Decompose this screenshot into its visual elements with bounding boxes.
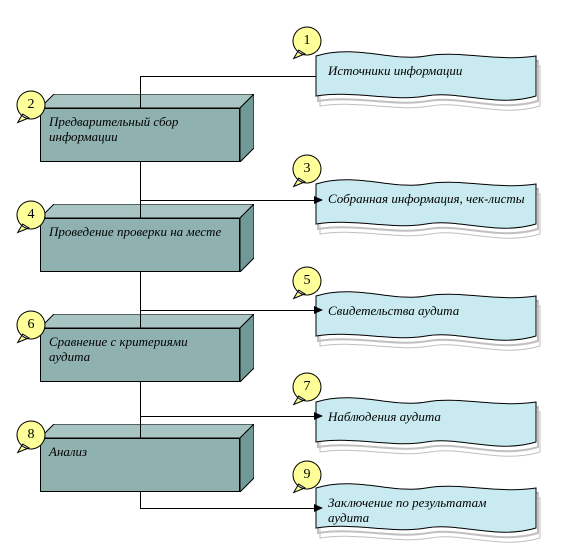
badge-3: 3 (290, 154, 324, 192)
box-front: Проведение проверки на месте (40, 218, 240, 272)
box-analyze: Анализ (40, 438, 254, 506)
badge-2: 2 (14, 90, 48, 128)
connector-h (140, 416, 316, 417)
box-collect: Предварительный сбор информации (40, 108, 254, 176)
connector-h (140, 76, 316, 77)
badge-number: 8 (17, 421, 45, 449)
flowchart-stage: Предварительный сбор информации Проведени… (0, 0, 579, 536)
flag-label: Наблюдения аудита (328, 410, 530, 425)
badge-6: 6 (14, 310, 48, 348)
badge-number: 7 (293, 373, 321, 401)
arrow-head (314, 412, 323, 420)
badge-number: 4 (17, 201, 45, 229)
badge-5: 5 (290, 266, 324, 304)
badge-number: 2 (17, 91, 45, 119)
flag-conclude: Заключение по результатам аудита (316, 482, 536, 548)
flag-label: Источники информации (328, 64, 530, 79)
badge-8: 8 (14, 420, 48, 458)
box-front: Предварительный сбор информации (40, 108, 240, 162)
arrow-head (314, 504, 323, 512)
box-compare: Сравнение с критериями аудита (40, 328, 254, 396)
connector-h (140, 200, 316, 201)
connector-v (140, 76, 141, 108)
badge-4: 4 (14, 200, 48, 238)
box-front: Анализ (40, 438, 240, 492)
arrow-head (314, 306, 323, 314)
flag-evidence: Свидетельства аудита (316, 290, 536, 356)
box-label: Анализ (49, 445, 231, 460)
flag-observe: Наблюдения аудита (316, 396, 536, 462)
flag-label: Заключение по результатам аудита (328, 496, 530, 526)
box-check: Проведение проверки на месте (40, 218, 254, 286)
connector-v (140, 162, 141, 218)
connector-v (140, 272, 141, 328)
flag-sources: Источники информации (316, 50, 536, 116)
badge-9: 9 (290, 460, 324, 498)
flag-collected: Собранная информация, чек-листы (316, 178, 536, 244)
connector-h (140, 508, 316, 509)
badge-number: 9 (293, 461, 321, 489)
flag-label: Собранная информация, чек-листы (328, 192, 530, 207)
box-front: Сравнение с критериями аудита (40, 328, 240, 382)
arrow-head (314, 196, 323, 204)
box-label: Проведение проверки на месте (49, 225, 231, 240)
connector-v (140, 492, 141, 508)
badge-number: 1 (293, 27, 321, 55)
box-label: Предварительный сбор информации (49, 115, 231, 145)
badge-1: 1 (290, 26, 324, 64)
badge-number: 6 (17, 311, 45, 339)
connector-h (140, 310, 316, 311)
badge-number: 5 (293, 267, 321, 295)
flag-label: Свидетельства аудита (328, 304, 530, 319)
badge-7: 7 (290, 372, 324, 410)
connector-v (140, 382, 141, 438)
box-label: Сравнение с критериями аудита (49, 335, 231, 365)
badge-number: 3 (293, 155, 321, 183)
